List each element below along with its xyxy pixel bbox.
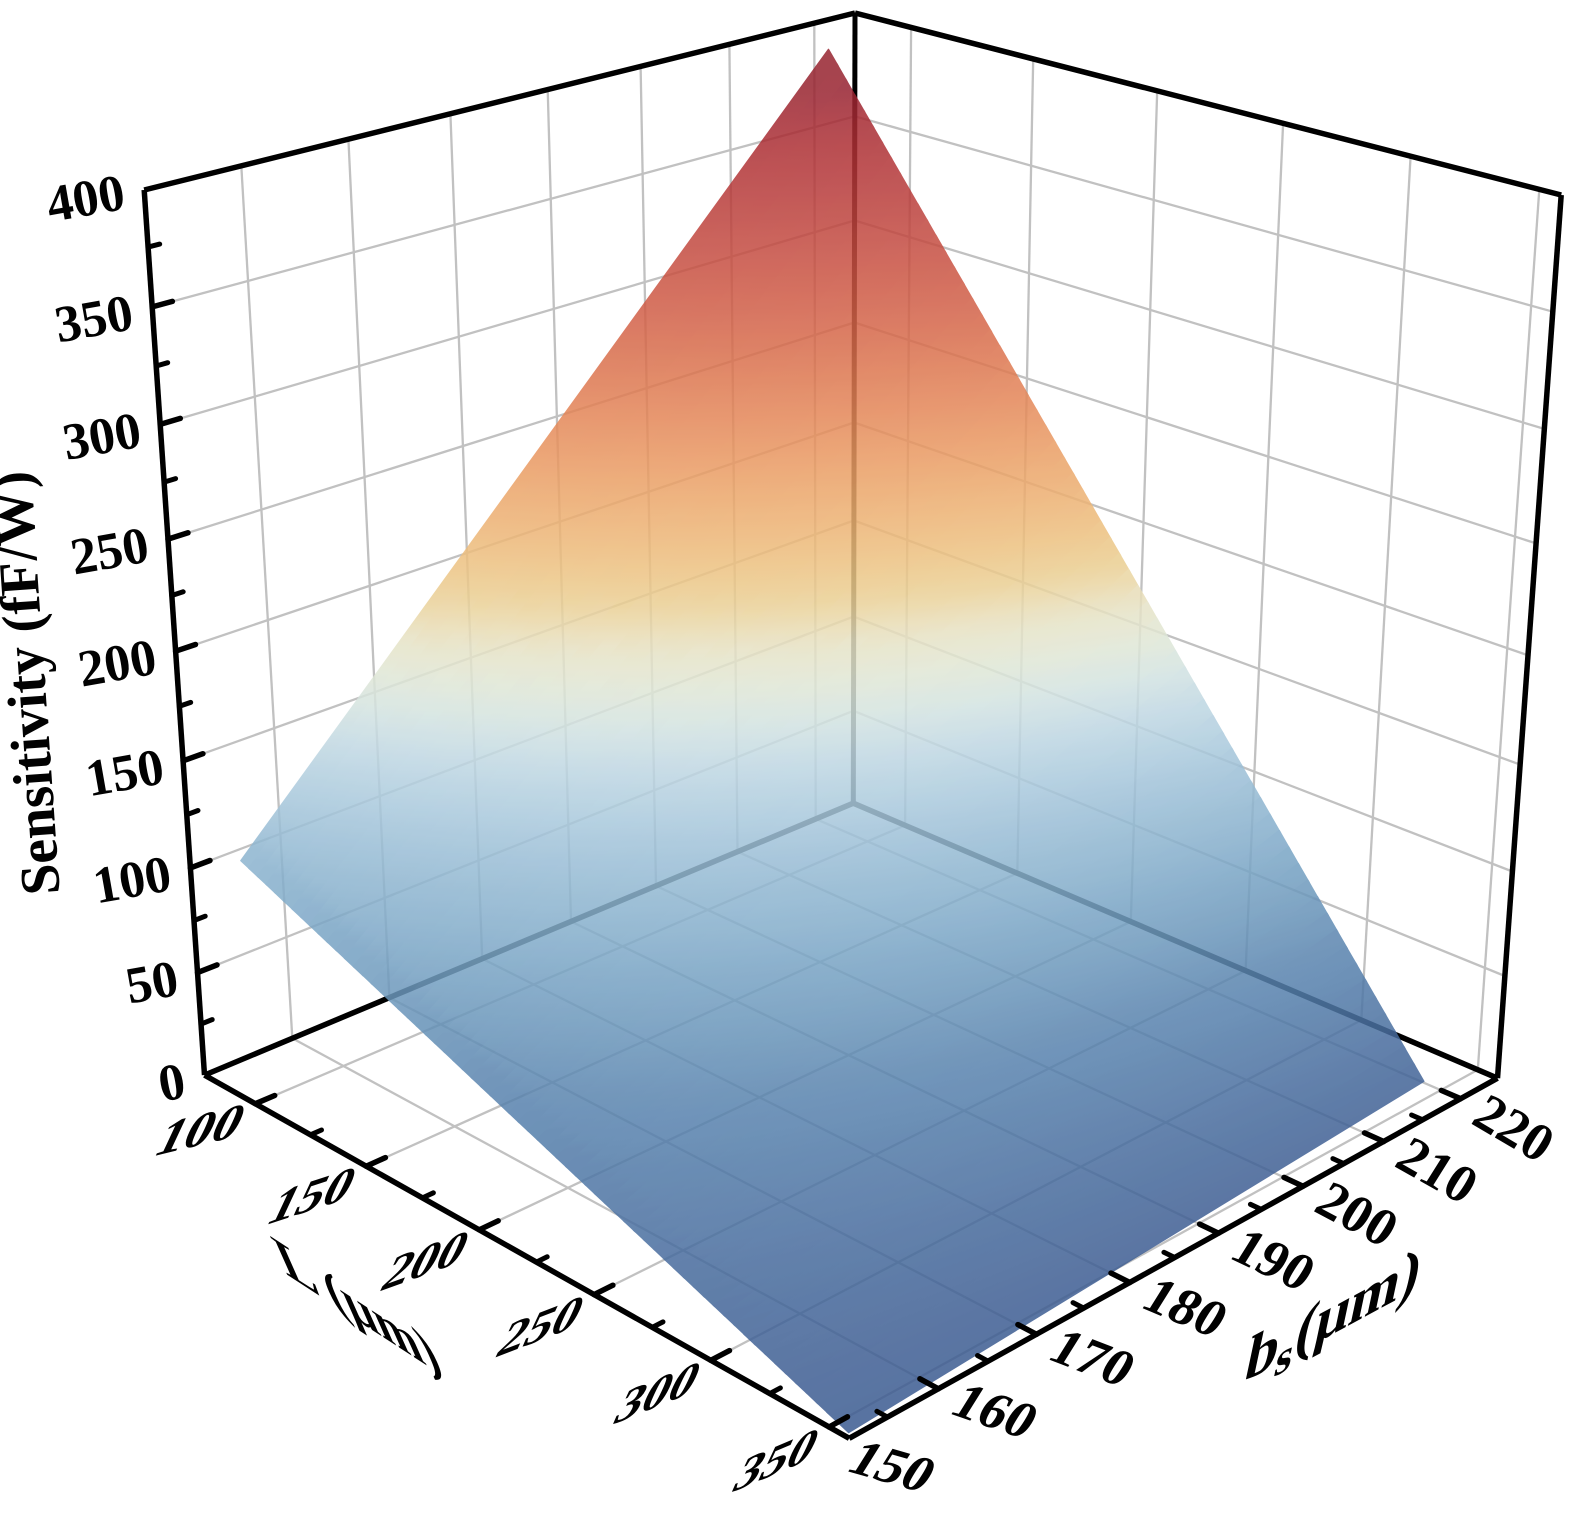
svg-text:300: 300: [59, 402, 146, 472]
svg-text:50: 50: [121, 950, 182, 1015]
svg-text:200: 200: [74, 629, 161, 699]
svg-text:100: 100: [89, 846, 176, 916]
svg-text:350: 350: [51, 285, 138, 355]
svg-text:400: 400: [42, 164, 129, 234]
svg-text:250: 250: [66, 517, 153, 587]
svg-text:150: 150: [81, 738, 168, 808]
